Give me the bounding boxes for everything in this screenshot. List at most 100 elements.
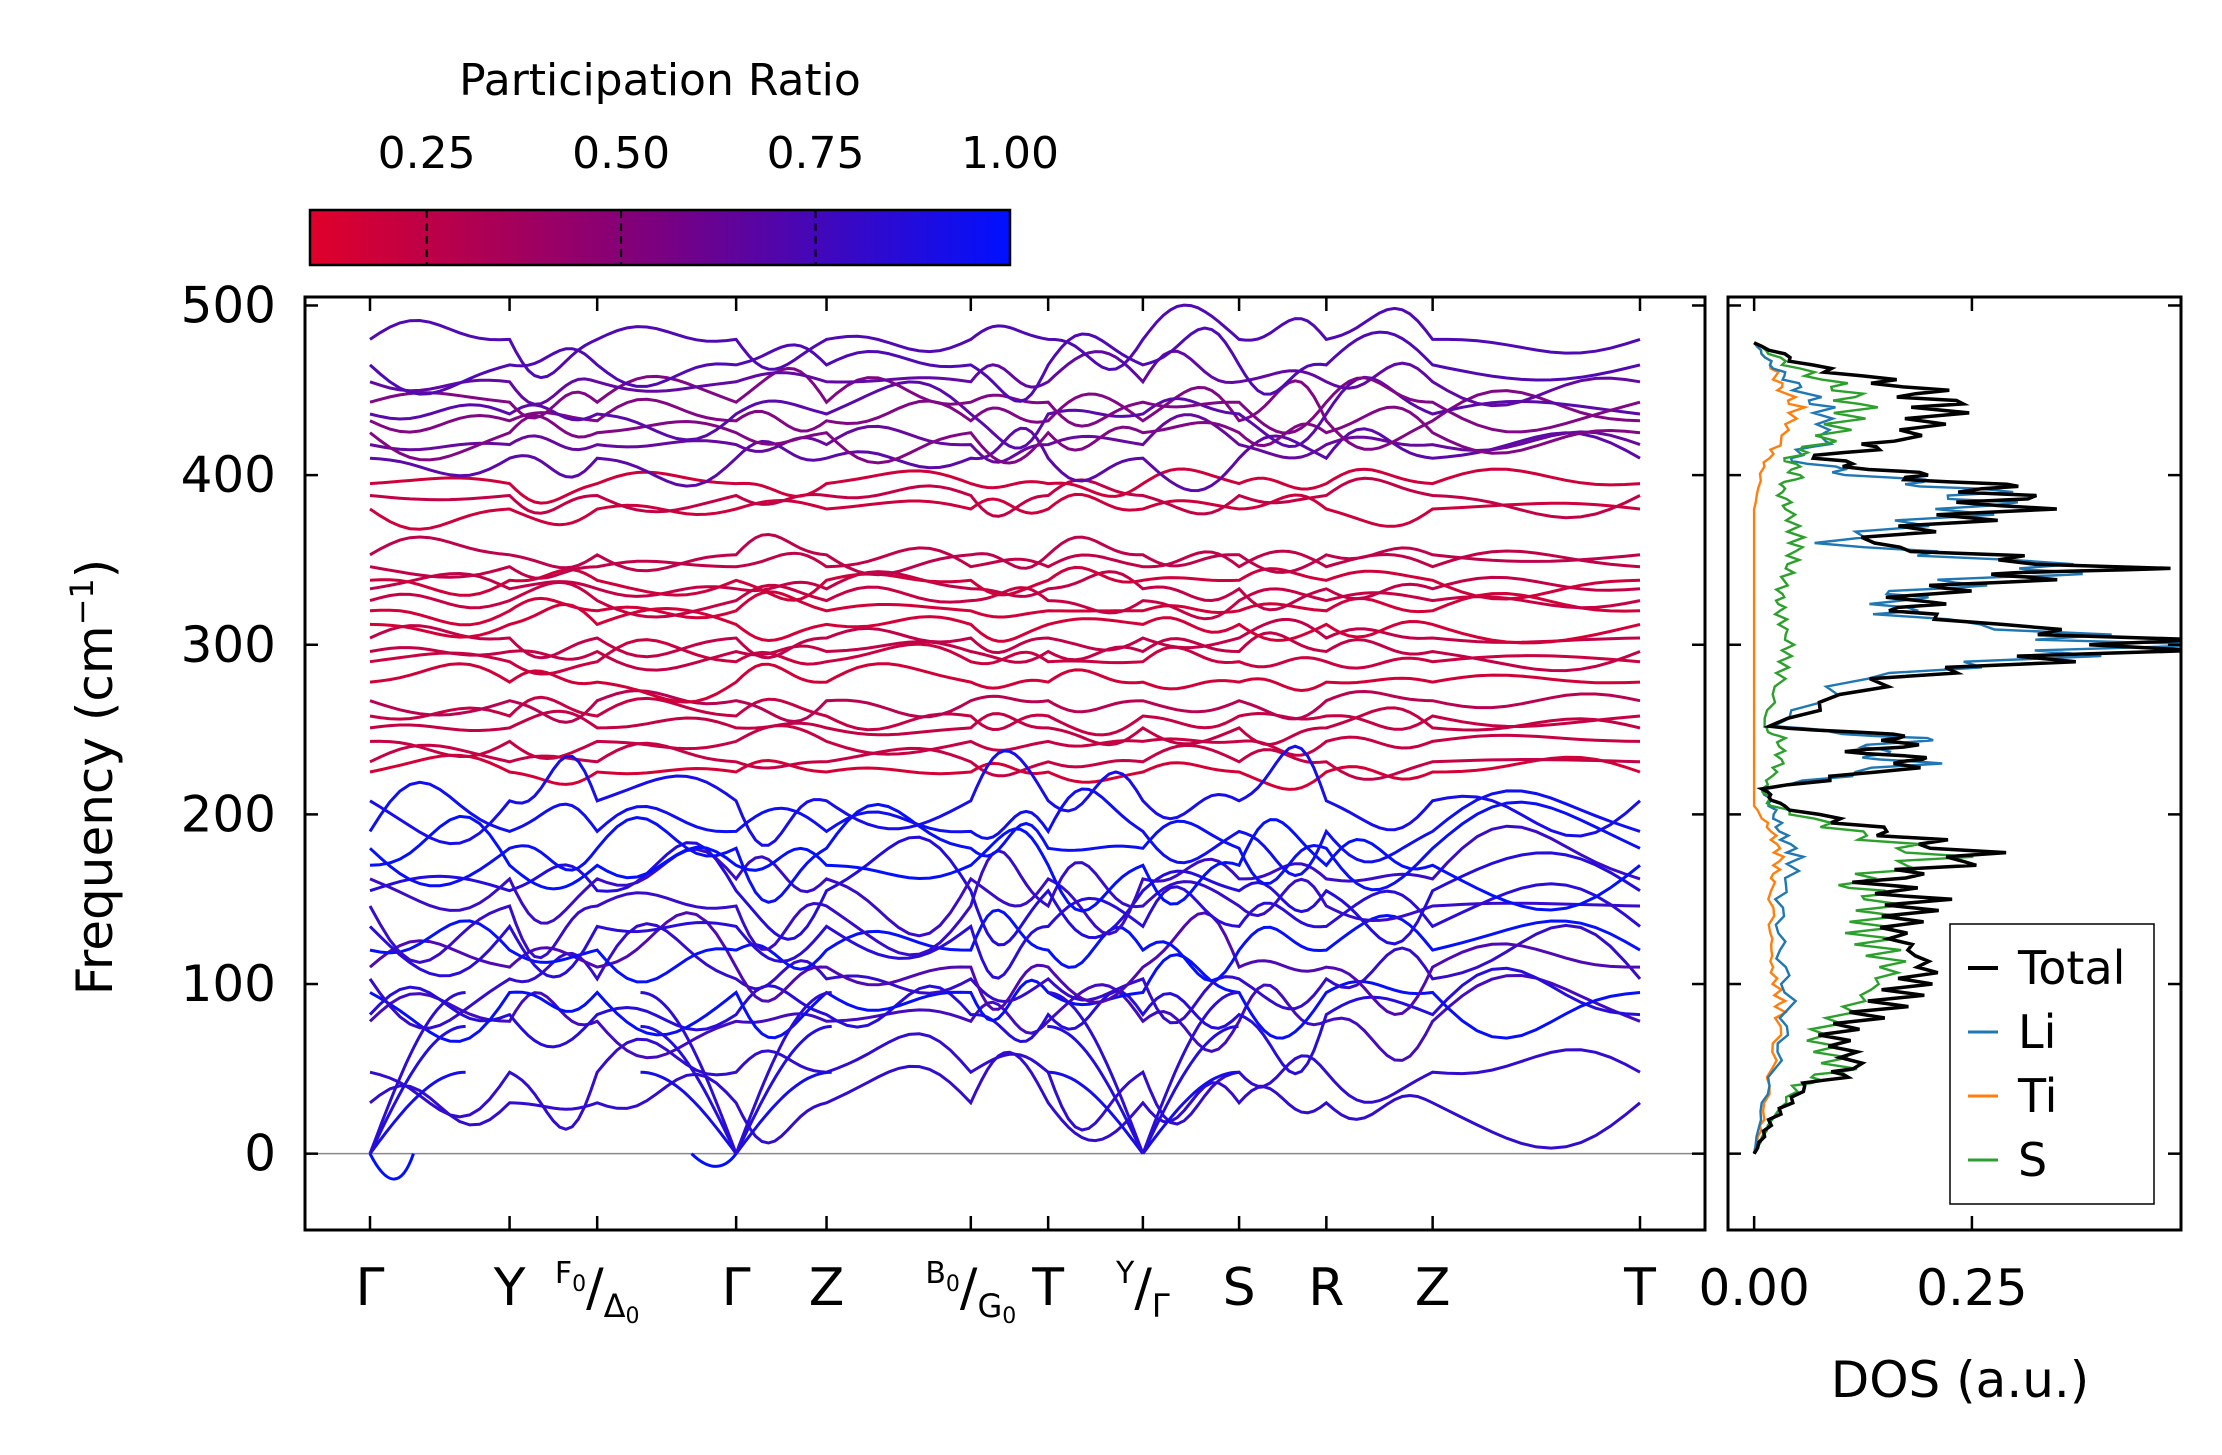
phonon-branch <box>369 638 1641 676</box>
colorbar-ticks: 0.25 0.50 0.75 1.00 <box>378 128 1059 265</box>
phonon-branch <box>369 1050 1641 1150</box>
phonon-branch <box>368 800 1641 904</box>
band-y-tick-label: 200 <box>181 785 276 843</box>
acoustic-branch <box>640 1070 738 1155</box>
k-point-label: Y <box>493 1258 526 1318</box>
phonon-branch <box>369 532 1641 577</box>
k-point-label: T <box>1031 1258 1064 1318</box>
phonon-branch <box>369 744 1641 847</box>
acoustic-branch <box>368 1024 466 1155</box>
acoustic-branch <box>734 991 832 1155</box>
phonon-branch <box>369 326 1641 403</box>
k-point-label: S <box>1223 1258 1256 1318</box>
band-axes-frame <box>303 295 1707 1232</box>
dos-series-ti <box>1752 342 1810 1154</box>
phonon-branch <box>369 835 1641 947</box>
phonon-branch <box>369 662 1641 704</box>
phonon-branch <box>369 303 1641 380</box>
k-point-label: F0/Δ0 <box>555 1256 640 1329</box>
acoustic-branch <box>1141 1024 1239 1155</box>
colorbar: Participation Ratio 0.25 0.50 0.75 1.00 <box>308 55 1059 267</box>
acoustic-branch <box>640 991 738 1155</box>
band-y-tick-label: 100 <box>181 955 276 1013</box>
dos-x-tick-label: 0.25 <box>1916 1259 2027 1317</box>
band-y-tick-label: 300 <box>181 616 276 674</box>
y-axis-label-main: Frequency (cm <box>66 625 124 995</box>
phonon-branch <box>369 706 1641 747</box>
acoustic-branch <box>368 1070 466 1155</box>
y-axis-label-sup: −1 <box>63 578 101 625</box>
phonon-branch <box>369 349 1641 408</box>
phonon-branch <box>369 753 1641 791</box>
dos-series-s <box>1753 341 1974 1155</box>
dos-series-total <box>1752 341 2181 1155</box>
y-axis-label-end: ) <box>66 559 124 579</box>
acoustic-branch <box>1141 1070 1239 1155</box>
phonon-branch <box>369 602 1641 645</box>
band-lines <box>305 303 1705 1181</box>
legend-label-s: S <box>2018 1133 2047 1187</box>
colorbar-tick-label: 0.50 <box>572 128 670 179</box>
band-y-tick-label: 400 <box>181 446 276 504</box>
band-y-tick-label: 500 <box>181 276 276 334</box>
dos-ticks: 0.00 0.25 <box>1698 297 2181 1317</box>
acoustic-branch <box>734 1070 832 1155</box>
k-point-label: Γ <box>356 1258 385 1318</box>
k-point-label: B0/G0 <box>925 1256 1016 1329</box>
acoustic-branch <box>1141 991 1239 1155</box>
phonon-branch <box>369 565 1641 602</box>
acoustic-branch <box>1047 1024 1145 1155</box>
acoustic-branch <box>640 1024 738 1155</box>
acoustic-branch <box>368 991 466 1155</box>
imaginary-mode <box>368 1152 415 1181</box>
dos-x-tick-label: 0.00 <box>1698 1259 1809 1317</box>
k-point-label: Γ <box>722 1258 751 1318</box>
phonon-branch <box>368 780 1641 878</box>
acoustic-branch <box>734 1024 832 1155</box>
phonon-branch <box>368 882 1641 980</box>
band-x-ticks: Γ Y F0/Δ0 Γ Z B0/G0 T Y/Γ S R Z T <box>356 297 1656 1329</box>
phonon-branch <box>369 618 1641 660</box>
phonon-branch <box>369 695 1641 737</box>
phonon-branch <box>369 405 1641 465</box>
phonon-branch <box>369 375 1641 450</box>
phonon-branch <box>369 492 1641 531</box>
phonon-branch <box>369 689 1641 724</box>
colorbar-tick-label: 0.25 <box>378 128 476 179</box>
dos-x-axis-label: DOS (a.u.) <box>1831 1351 2090 1409</box>
colorbar-tick-label: 1.00 <box>961 128 1059 179</box>
band-y-ticks: 0 100 200 300 400 500 <box>181 276 1705 1183</box>
phonon-branch <box>369 631 1641 673</box>
phonon-branch <box>369 476 1641 520</box>
legend-label-li: Li <box>2018 1005 2056 1059</box>
phonon-branch <box>369 724 1641 761</box>
acoustic-branch <box>1047 991 1145 1155</box>
imaginary-mode <box>690 1152 738 1168</box>
phonon-branch <box>368 966 1641 1076</box>
phonon-branch <box>368 973 1641 1062</box>
k-point-label: Y/Γ <box>1115 1256 1170 1325</box>
phonon-branch <box>369 1032 1641 1132</box>
phonon-branch <box>369 741 1641 781</box>
k-point-label: T <box>1623 1258 1656 1318</box>
phonon-branch <box>368 849 1641 964</box>
dos-lines <box>1752 341 2181 1155</box>
k-point-label: R <box>1308 1258 1344 1318</box>
phonon-branch <box>369 824 1641 938</box>
dos-legend: Total Li Ti S <box>1949 923 2155 1205</box>
phonon-branch <box>369 911 1641 1017</box>
phonon-branch <box>369 814 1641 913</box>
colorbar-gradient <box>308 208 1012 267</box>
dos-axes-frame <box>1726 295 2183 1232</box>
k-point-label: Z <box>809 1258 845 1318</box>
phonon-branch <box>369 467 1641 505</box>
y-axis-label: Frequency (cm−1) <box>63 559 124 996</box>
colorbar-title: Participation Ratio <box>459 55 861 106</box>
dos-panel: 0.00 0.25 DOS (a.u.) Total Li Ti S <box>1698 295 2183 1409</box>
phonon-branch <box>369 953 1641 1043</box>
legend-label-total: Total <box>2017 941 2125 995</box>
acoustic-branch <box>1047 1070 1145 1155</box>
phonon-branch <box>369 590 1641 627</box>
